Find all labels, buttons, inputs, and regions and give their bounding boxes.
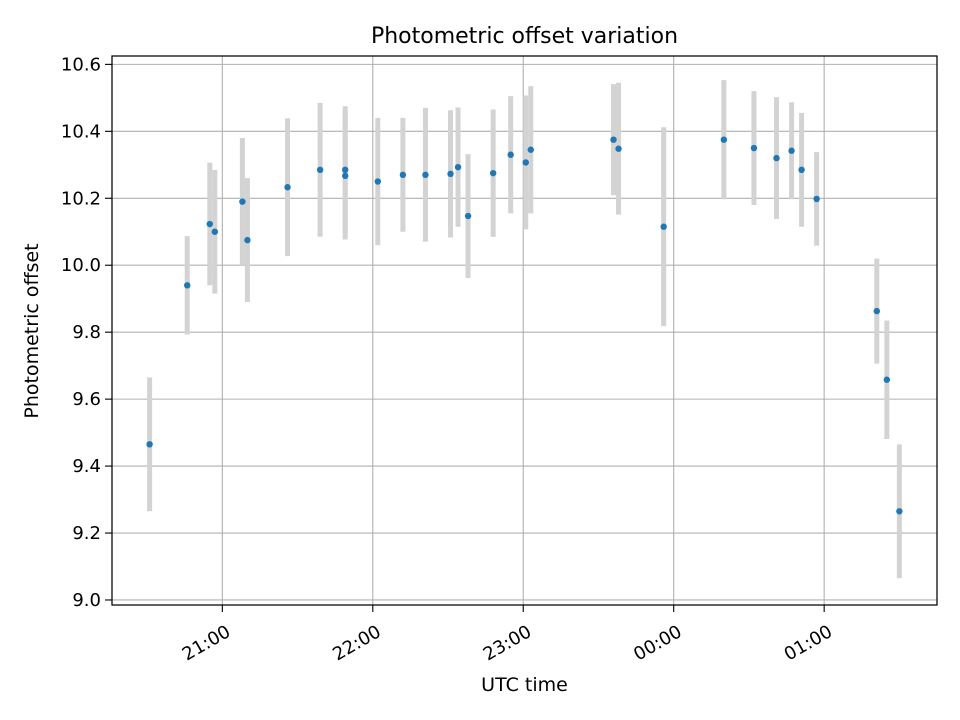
data-point (798, 166, 805, 174)
data-point (610, 136, 617, 143)
data-point (813, 195, 820, 203)
y-tick-label: 10.0 (61, 255, 101, 276)
y-tick-label: 9.6 (72, 389, 101, 410)
data-point (522, 159, 529, 166)
data-point (873, 307, 881, 315)
data-point (527, 146, 534, 153)
chart-title: Photometric offset variation (371, 24, 678, 49)
data-point (788, 147, 795, 154)
data-point (206, 220, 213, 228)
data-point (342, 172, 349, 180)
data-point (660, 223, 667, 230)
data-point (239, 198, 246, 205)
data-point (399, 171, 407, 179)
data-point (184, 282, 191, 289)
data-point (773, 154, 780, 162)
data-points (146, 136, 903, 515)
y-tick-label: 9.4 (72, 456, 101, 477)
data-point (316, 166, 324, 174)
y-tick-label: 9.2 (72, 523, 101, 544)
data-point (342, 166, 349, 174)
data-point (211, 228, 219, 235)
y-axis-label: Photometric offset (21, 243, 43, 418)
data-point (883, 376, 891, 383)
data-point (720, 136, 728, 143)
data-point (244, 236, 251, 244)
data-point (489, 169, 497, 177)
data-point (464, 212, 472, 220)
data-point (422, 171, 429, 179)
data-point (896, 508, 903, 515)
data-point (447, 170, 454, 178)
data-point (750, 144, 758, 152)
data-point (146, 441, 153, 448)
data-point (454, 163, 462, 171)
data-point (507, 151, 514, 158)
y-tick-label: 10.2 (61, 188, 101, 209)
y-tick-label: 9.0 (72, 590, 101, 611)
plot-frame (111, 55, 938, 606)
data-point (284, 184, 291, 191)
data-point (615, 145, 622, 152)
y-tick-label: 10.4 (61, 121, 101, 142)
y-tick-label: 9.8 (72, 322, 101, 343)
data-point (374, 178, 382, 185)
x-axis-label: UTC time (481, 674, 568, 696)
y-axis-ticks: 9.0 9.2 9.4 9.6 9.8 10.0 10.2 10.4 10.6 (61, 54, 112, 611)
y-tick-label: 10.6 (61, 54, 101, 75)
